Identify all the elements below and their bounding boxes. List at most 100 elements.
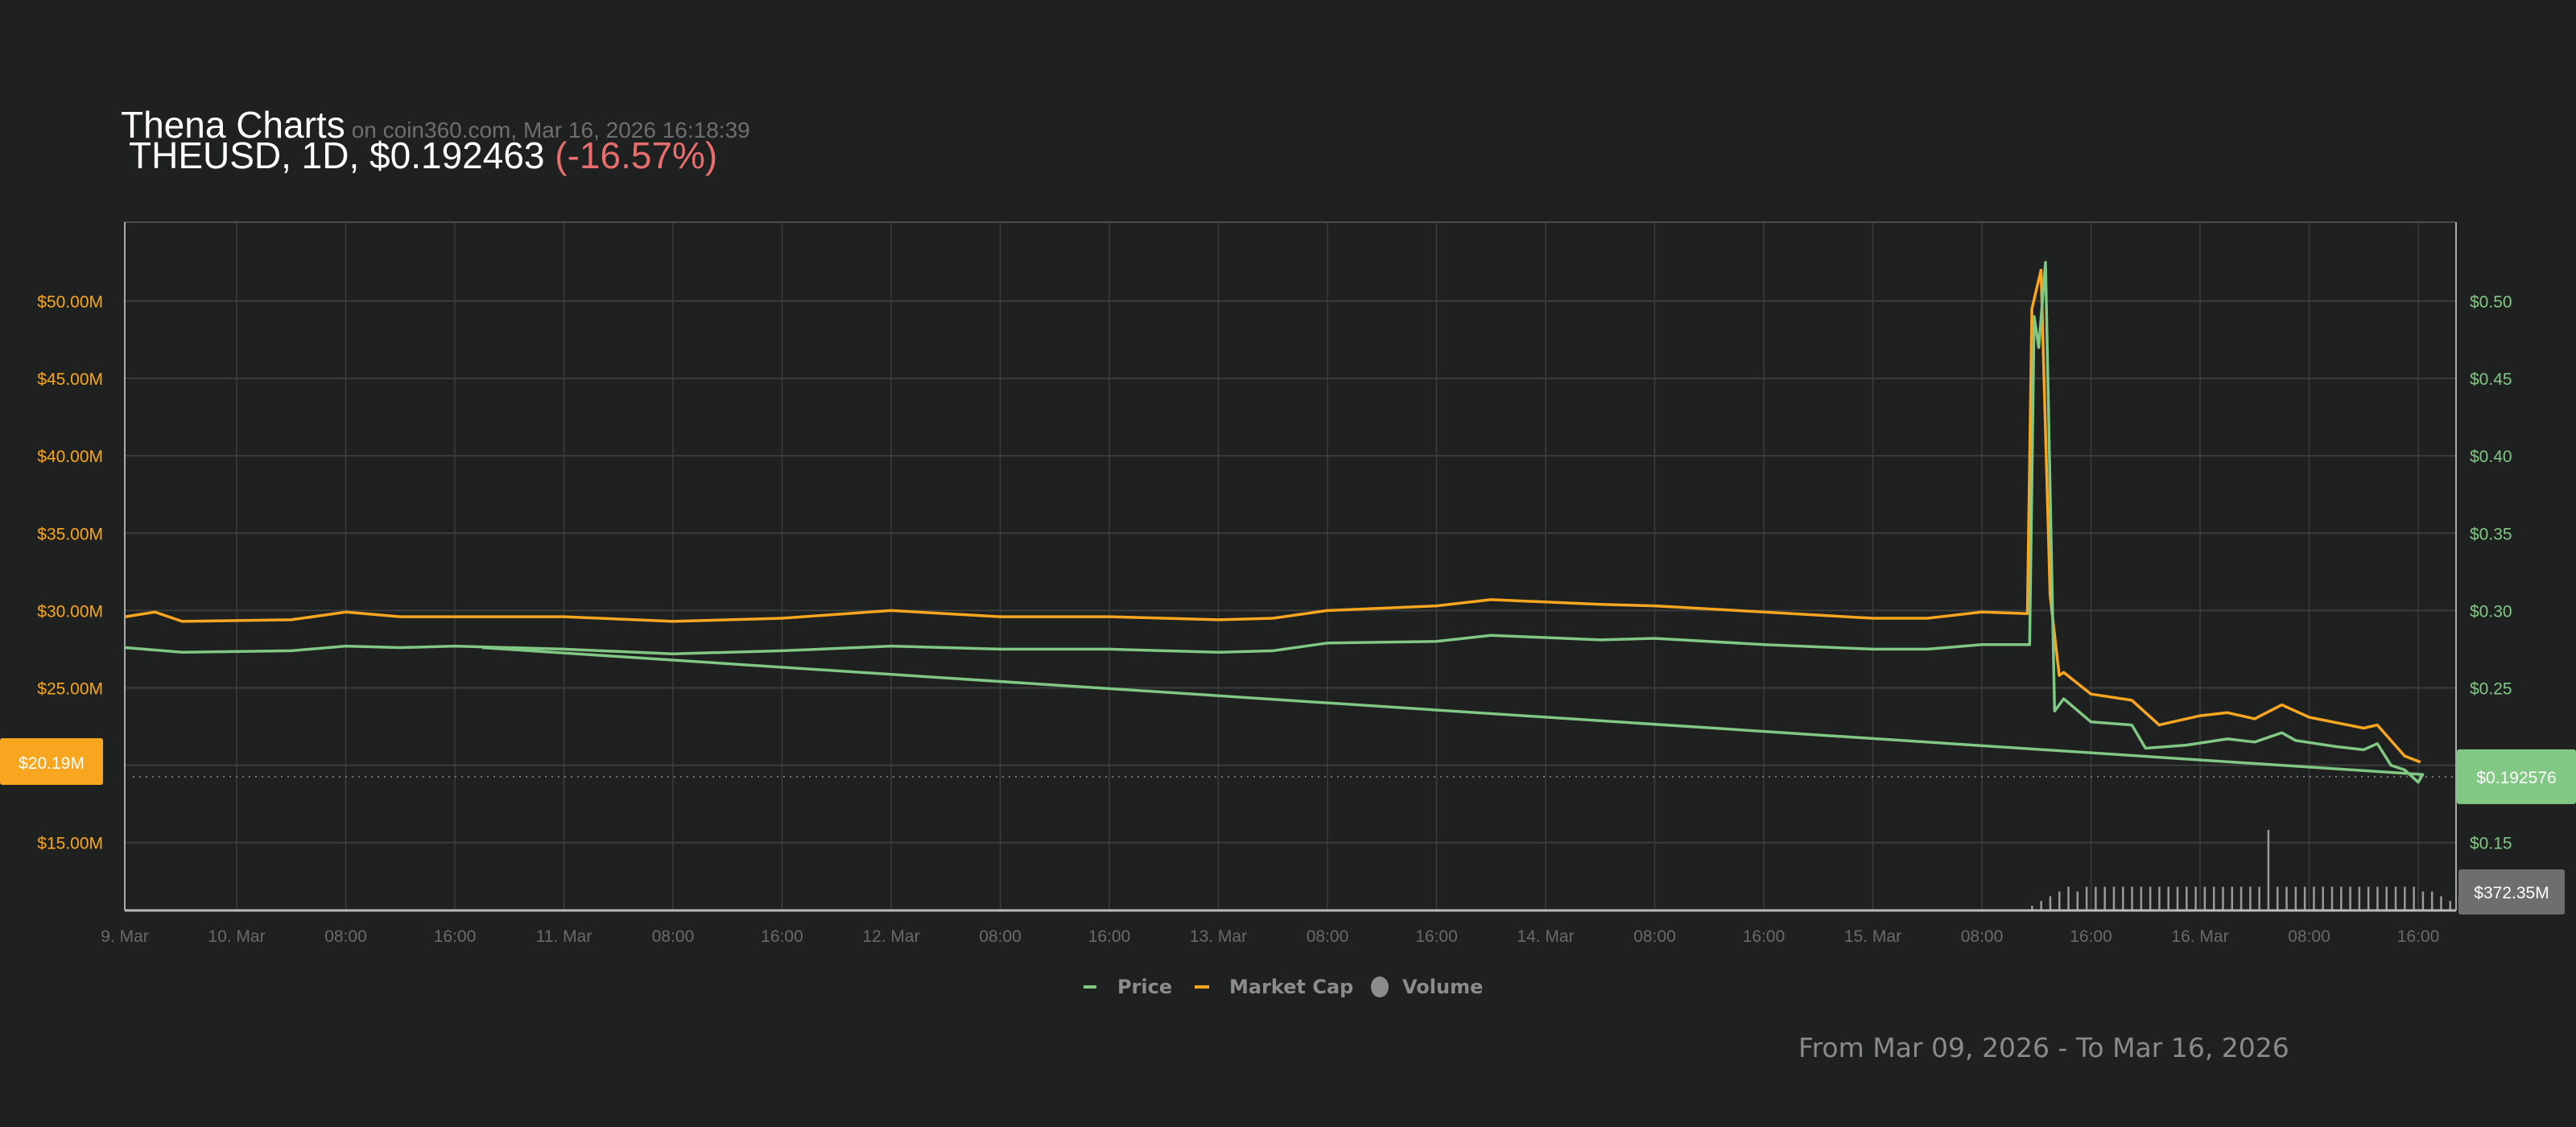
left-axis-tick-label: $35.00M bbox=[37, 525, 103, 543]
x-axis-tick-label: 16:00 bbox=[2070, 927, 2112, 946]
x-axis-tick-label: 16:00 bbox=[1415, 927, 1458, 946]
volume-bar bbox=[2330, 886, 2334, 910]
date-range: From Mar 09, 2026 - To Mar 16, 2026 bbox=[1798, 1032, 2289, 1063]
volume-bar bbox=[2085, 886, 2088, 910]
volume-bar bbox=[2095, 886, 2097, 910]
x-axis-tick-label: 16:00 bbox=[1088, 927, 1131, 946]
volume-bar bbox=[2413, 886, 2415, 910]
legend-item-volume[interactable]: Volume bbox=[1371, 976, 1483, 998]
volume-bar bbox=[2212, 886, 2215, 910]
x-axis-tick-label: 11. Mar bbox=[536, 927, 592, 946]
volume-bar bbox=[2186, 886, 2188, 910]
left-axis-tick-label: $50.00M bbox=[37, 293, 103, 312]
x-axis-tick-label: 16:00 bbox=[2397, 927, 2440, 946]
volume-bar bbox=[2031, 906, 2033, 910]
volume-legend-swatch bbox=[1371, 976, 1389, 997]
volume-bar bbox=[2376, 886, 2379, 910]
volume-bar bbox=[2421, 891, 2425, 910]
volume-bar bbox=[2440, 896, 2442, 910]
right-axis-tick-label: $0.15 bbox=[2470, 835, 2512, 853]
volume-current-label: $372.35M bbox=[2474, 884, 2549, 902]
volume-bar bbox=[2313, 886, 2315, 910]
x-axis-tick-label: 16:00 bbox=[1743, 927, 1785, 946]
x-axis-tick-label: 9. Mar bbox=[101, 927, 149, 946]
chart-source: on coin360.com, Mar 16, 2026 16:18:39 bbox=[351, 118, 750, 142]
series-lines bbox=[125, 261, 2425, 784]
x-axis-tick-label: 16:00 bbox=[434, 927, 477, 946]
x-axis-tick-label: 08:00 bbox=[1961, 927, 2004, 946]
volume-bar bbox=[2358, 886, 2361, 910]
volume-bar bbox=[2222, 886, 2224, 910]
title-text: Thena Charts bbox=[121, 104, 345, 146]
volume-bar bbox=[2322, 886, 2324, 910]
market-cap-legend-swatch bbox=[1195, 985, 1209, 989]
volume-bar bbox=[2076, 891, 2079, 910]
volume-bar bbox=[2340, 886, 2343, 910]
volume-bar bbox=[2267, 830, 2270, 910]
volume-current-badge bbox=[2458, 869, 2565, 914]
legend-item-market-cap[interactable]: Market Cap bbox=[1195, 976, 1353, 998]
volume-bar bbox=[2176, 886, 2179, 910]
volume-bar bbox=[2367, 886, 2370, 910]
volume-bar bbox=[2349, 886, 2351, 910]
volume-bar bbox=[2122, 886, 2124, 910]
x-axis-tick-label: 08:00 bbox=[1307, 927, 1349, 946]
legend-label-price: Price bbox=[1117, 976, 1172, 998]
volume-bar bbox=[2149, 886, 2152, 910]
volume-bar bbox=[2394, 886, 2397, 910]
volume-bar bbox=[2258, 886, 2260, 910]
x-axis-tick-label: 14. Mar bbox=[1517, 927, 1574, 946]
volume-bar bbox=[2167, 886, 2169, 910]
volume-bar bbox=[2303, 886, 2306, 910]
volume-bar bbox=[2103, 886, 2106, 910]
legend-item-price[interactable]: Price bbox=[1084, 976, 1172, 998]
volume-bars bbox=[2031, 830, 2479, 910]
volume-bar bbox=[2294, 886, 2297, 910]
market-cap-current-label: $20.19M bbox=[19, 754, 85, 773]
price-current-label: $0.192576 bbox=[2476, 769, 2556, 787]
symbol-line: THEUSD, 1D, $0.192463 bbox=[129, 134, 545, 176]
right-axis-tick-label: $0.35 bbox=[2470, 525, 2512, 543]
volume-bar bbox=[2194, 886, 2197, 910]
x-axis-tick-label: 10. Mar bbox=[208, 927, 265, 946]
volume-bar bbox=[2285, 886, 2288, 910]
left-axis-tick-label: $30.00M bbox=[37, 602, 103, 621]
volume-bar bbox=[2240, 886, 2243, 910]
left-axis-tick-label: $45.00M bbox=[37, 370, 103, 389]
legend-label-market-cap: Market Cap bbox=[1229, 976, 1353, 998]
legend: Price Market Cap Volume bbox=[1084, 976, 1483, 998]
price-line bbox=[125, 261, 2425, 784]
right-axis-tick-label: $0.30 bbox=[2470, 602, 2512, 621]
x-axis-tick-label: 12. Mar bbox=[862, 927, 919, 946]
volume-bar bbox=[2203, 886, 2207, 910]
volume-bar bbox=[2112, 886, 2116, 910]
volume-bar bbox=[2058, 891, 2061, 910]
volume-bar bbox=[2249, 886, 2252, 910]
volume-bar bbox=[2276, 886, 2279, 910]
price-current-badge bbox=[2457, 749, 2576, 804]
volume-bar bbox=[2404, 886, 2406, 910]
chart-title: Thena Charts on coin360.com, Mar 16, 2026… bbox=[121, 103, 750, 147]
right-axis-tick-label: $0.50 bbox=[2470, 293, 2512, 312]
x-axis-tick-label: 08:00 bbox=[1633, 927, 1676, 946]
right-axis-tick-label: $0.25 bbox=[2470, 680, 2512, 699]
market-cap-line bbox=[125, 268, 2421, 764]
x-axis-tick-label: 16. Mar bbox=[2171, 927, 2228, 946]
volume-bar bbox=[2231, 886, 2234, 910]
left-axis-tick-label: $15.00M bbox=[37, 835, 103, 853]
x-axis-tick-label: 15. Mar bbox=[1844, 927, 1901, 946]
grid bbox=[124, 221, 2457, 911]
chart-subtitle: THEUSD, 1D, $0.192463 (-16.57%) bbox=[129, 134, 717, 177]
right-axis-tick-label: $0.45 bbox=[2470, 370, 2512, 389]
volume-bar bbox=[2140, 886, 2143, 910]
volume-bar bbox=[2449, 901, 2452, 910]
volume-bar bbox=[2040, 901, 2042, 910]
volume-bar bbox=[2158, 886, 2161, 910]
legend-label-volume: Volume bbox=[1402, 976, 1483, 998]
x-axis-tick-label: 08:00 bbox=[979, 927, 1022, 946]
market-cap-current-badge bbox=[0, 737, 103, 785]
x-axis-tick-label: 08:00 bbox=[324, 927, 367, 946]
volume-bar bbox=[2067, 886, 2070, 910]
x-axis-tick-label: 08:00 bbox=[2288, 927, 2330, 946]
